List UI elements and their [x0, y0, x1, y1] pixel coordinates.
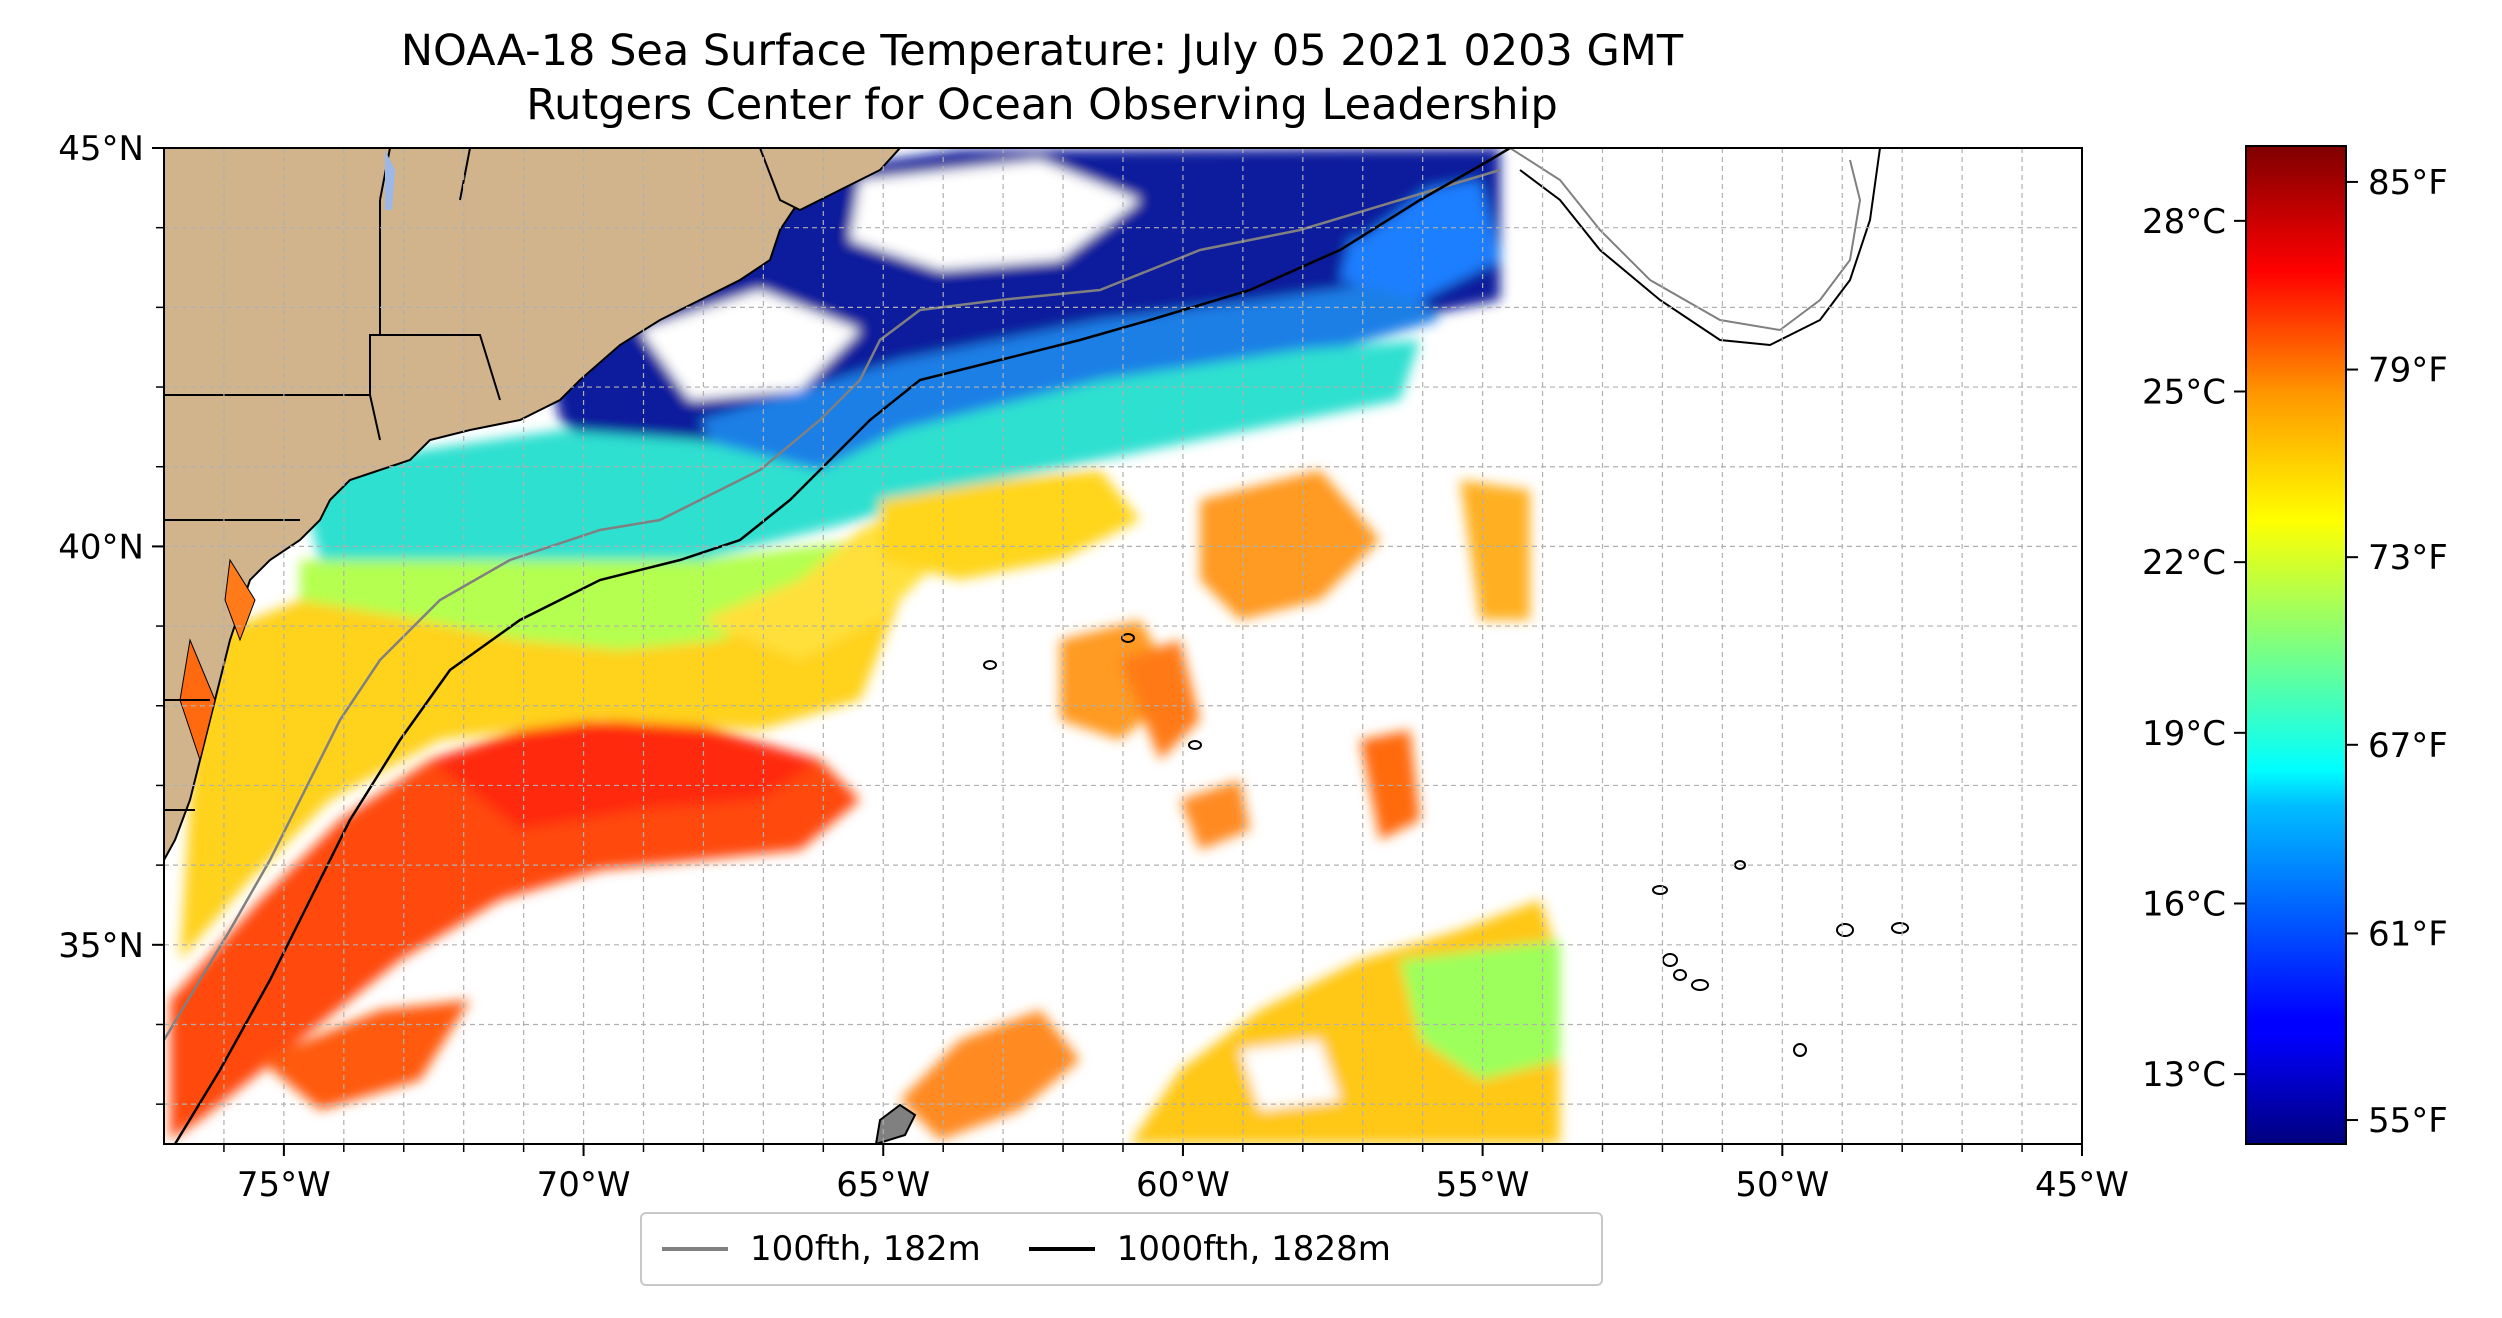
- legend-line-gray: [662, 1247, 728, 1251]
- lat-tick-label: 40°N: [58, 527, 144, 567]
- colorbar-border: [2245, 145, 2347, 1145]
- lon-tick-label: 55°W: [1436, 1165, 1530, 1205]
- land-layer: [164, 148, 902, 861]
- colorbar-gradient: [2246, 146, 2346, 1144]
- legend-item-100fth: 100fth, 182m: [662, 1229, 981, 1269]
- lat-tick-label: 45°N: [58, 129, 144, 169]
- colorbar-celsius-label: 19°C: [2142, 714, 2226, 754]
- colorbar-celsius-label: 13°C: [2142, 1055, 2226, 1095]
- colorbar: 28°C 25°C 22°C 19°C 16°C 13°C 85°F 79°F 73°F 67°F…: [2142, 145, 2448, 1145]
- colorbar-celsius-label: 16°C: [2142, 884, 2226, 924]
- isobath-legend: 100fth, 182m 1000fth, 1828m: [640, 1212, 1603, 1286]
- colorbar-fahrenheit-label: 85°F: [2368, 163, 2448, 203]
- lon-tick-label: 75°W: [237, 1165, 331, 1205]
- sst-data-layer: [170, 148, 1560, 1144]
- map-content: [164, 148, 1909, 1144]
- legend-label-100fth: 100fth, 182m: [750, 1229, 981, 1269]
- colorbar-fahrenheit-label: 79°F: [2368, 351, 2448, 391]
- colorbar-celsius-label: 28°C: [2142, 202, 2226, 242]
- axis-ticks: 75°W 70°W 65°W 60°W 55°W 50°W 45°W 45°N 40°N 35°N: [58, 129, 2129, 1205]
- colorbar-fahrenheit-label: 55°F: [2368, 1101, 2448, 1141]
- legend-item-1000fth: 1000fth, 1828m: [1028, 1229, 1391, 1269]
- colorbar-fahrenheit-label: 73°F: [2368, 538, 2448, 578]
- map-subtitle: Rutgers Center for Ocean Observing Leade…: [526, 80, 1558, 130]
- lon-tick-label: 45°W: [2035, 1165, 2129, 1205]
- lon-tick-label: 65°W: [836, 1165, 930, 1205]
- legend-label-1000fth: 1000fth, 1828m: [1116, 1229, 1391, 1269]
- lon-tick-label: 70°W: [537, 1165, 631, 1205]
- lon-tick-label: 50°W: [1735, 1165, 1829, 1205]
- map-title: NOAA-18 Sea Surface Temperature: July 05…: [400, 26, 1684, 76]
- map-border: [163, 147, 2083, 1145]
- colorbar-fahrenheit-label: 61°F: [2368, 914, 2448, 954]
- lat-tick-label: 35°N: [58, 926, 144, 966]
- lon-tick-label: 60°W: [1136, 1165, 1230, 1205]
- isobath-100fth: [164, 148, 1862, 1041]
- legend-line-black: [1028, 1247, 1095, 1251]
- graticule: [164, 148, 2082, 1144]
- colorbar-celsius-label: 25°C: [2142, 373, 2226, 413]
- colorbar-fahrenheit-label: 67°F: [2368, 726, 2448, 766]
- colorbar-celsius-label: 22°C: [2142, 543, 2226, 583]
- isobath-1000fth: [173, 148, 1909, 1144]
